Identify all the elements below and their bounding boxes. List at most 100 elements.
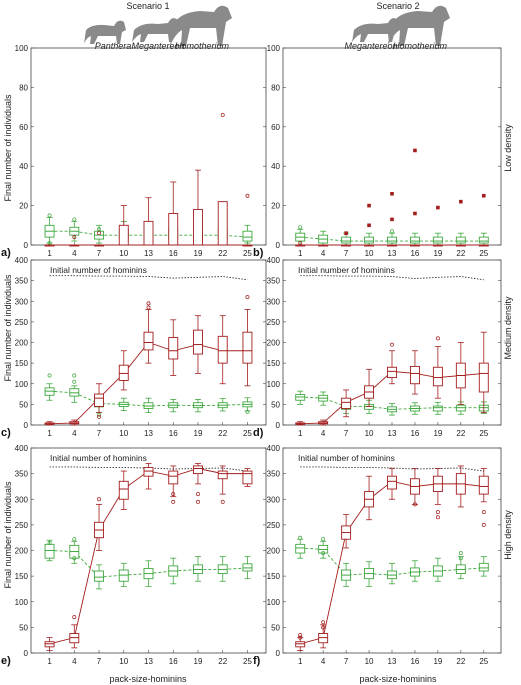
hominin-box — [193, 315, 203, 374]
hominin-outlier-point — [245, 295, 250, 300]
y-axis-label-row1: Final number of individuals — [3, 94, 13, 202]
x-tick-label: 1 — [47, 429, 52, 438]
box-iqr — [193, 209, 203, 246]
carnivore-box — [217, 556, 228, 582]
x-tick-label: 16 — [410, 657, 419, 666]
box-iqr — [217, 470, 228, 480]
x-tick-label: 16 — [169, 429, 178, 438]
box-iqr — [432, 405, 443, 412]
hominin-box — [69, 624, 80, 649]
box-iqr — [318, 633, 329, 644]
box-iqr — [364, 236, 375, 244]
scenario-2-title: Scenario 2 — [376, 1, 419, 11]
carnivore-box — [409, 402, 420, 415]
hominin-box — [118, 350, 129, 391]
x-tick-label: 13 — [388, 249, 397, 258]
carnivore-box — [69, 220, 80, 242]
box-iqr — [44, 543, 55, 559]
initial-hominins-annotation: Initial number of hominins — [298, 265, 395, 275]
box-iqr — [118, 364, 129, 381]
hominin-box — [364, 368, 375, 407]
scenario-1-title: Scenario 1 — [126, 1, 169, 11]
y-tick-label: 0 — [24, 421, 29, 430]
x-tick-label: 1 — [298, 657, 303, 666]
y-tick-label: 400 — [267, 444, 281, 453]
carnivore-outlier-point — [321, 537, 326, 542]
hominin-box — [318, 244, 329, 247]
box-iqr — [455, 236, 466, 244]
y-tick-label: 250 — [15, 521, 29, 530]
y-tick-label: 300 — [15, 297, 29, 306]
x-tick-label: 1 — [47, 249, 52, 258]
hominin-box — [318, 419, 329, 426]
carnivore-outlier-point — [245, 409, 250, 414]
x-tick-label: 13 — [144, 429, 153, 438]
carnivore-box — [318, 391, 329, 406]
box-iqr — [478, 362, 489, 393]
box-iqr — [341, 397, 352, 409]
carnivore-box — [94, 224, 104, 244]
x-tick-label: 19 — [194, 249, 203, 258]
x-tick-label: 22 — [218, 657, 227, 666]
carnivore-box — [44, 383, 55, 401]
x-tick-label: 4 — [321, 249, 326, 258]
hominin-outlier-point — [390, 217, 394, 222]
hominin-box — [455, 244, 466, 247]
hominin-box — [94, 503, 104, 551]
x-tick-label: 19 — [194, 657, 203, 666]
initial-hominins-annotation: Initial number of hominins — [298, 453, 395, 463]
hominin-median-line — [300, 480, 484, 645]
panel-b: 0 20 40 60 80 100 1 4 7 10 13 16 19 22 25 b) — [253, 44, 502, 259]
y-tick-label: 200 — [267, 547, 281, 556]
hominin-box — [364, 244, 375, 247]
carnivore-outlier-point — [97, 412, 101, 417]
y-tick-label: 400 — [15, 256, 29, 265]
carnivore-outlier-point — [47, 213, 52, 218]
x-tick-label: 16 — [169, 249, 178, 258]
x-axis-label-left: pack-size-hominins — [109, 674, 187, 684]
carnivore-box — [69, 385, 80, 403]
carnivore-box — [364, 561, 375, 587]
box-iqr — [478, 562, 489, 572]
initial-hominins-line — [49, 275, 248, 281]
x-tick-label: 10 — [365, 249, 374, 258]
hominin-box — [432, 244, 443, 247]
hominin-outlier-point — [146, 305, 151, 310]
y-tick-label: 40 — [271, 162, 280, 171]
hominin-box — [217, 201, 228, 246]
species-label-megantereon: Megantereon — [131, 41, 184, 51]
hominin-outlier-point — [390, 342, 394, 347]
hominin-box — [341, 514, 352, 549]
carnivore-box — [432, 401, 443, 415]
carnivore-box — [455, 556, 466, 580]
carnivore-box — [432, 232, 443, 246]
carnivore-series — [295, 535, 489, 587]
hominin-box — [387, 350, 397, 385]
hominin-box — [242, 244, 253, 247]
x-tick-label: 22 — [218, 429, 227, 438]
hominin-series — [295, 331, 489, 426]
box-iqr — [242, 563, 253, 572]
box-iqr — [409, 365, 420, 385]
y-tick-label: 150 — [267, 359, 281, 368]
hominin-box — [118, 470, 129, 510]
hominin-box — [118, 205, 129, 246]
hominin-box — [318, 624, 329, 649]
panel-letter: e) — [1, 655, 11, 667]
hominin-box — [44, 637, 55, 651]
x-tick-label: 1 — [47, 657, 52, 666]
x-tick-label: 7 — [344, 249, 349, 258]
carnivore-box — [143, 560, 154, 587]
hominin-box — [168, 319, 179, 376]
x-tick-label: 7 — [97, 657, 102, 666]
hominin-outlier-point — [435, 510, 440, 515]
carnivore-box — [44, 217, 55, 244]
carnivore-median-line — [49, 230, 248, 238]
y-tick-label: 150 — [15, 359, 29, 368]
carnivore-box — [455, 232, 466, 246]
hominin-series — [44, 113, 253, 247]
carnivore-box — [168, 399, 179, 413]
box-iqr — [193, 465, 203, 475]
carnivore-box — [217, 398, 228, 412]
hominin-box — [94, 383, 104, 414]
